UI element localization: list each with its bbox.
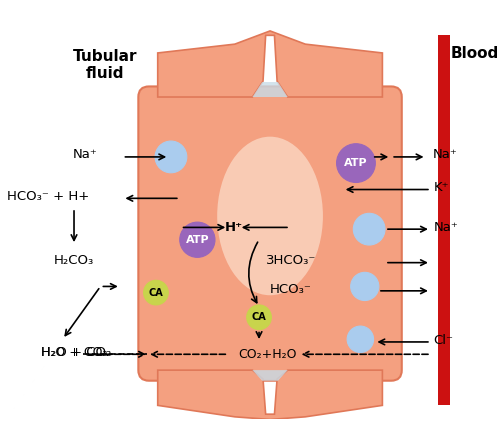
Bar: [438, 35, 450, 405]
Text: Na⁺: Na⁺: [434, 221, 458, 234]
Circle shape: [350, 273, 379, 301]
Text: Tubular
fluid: Tubular fluid: [72, 49, 137, 81]
FancyBboxPatch shape: [138, 87, 402, 381]
Text: CA: CA: [148, 288, 164, 297]
Text: ATP: ATP: [344, 158, 368, 168]
Polygon shape: [252, 82, 288, 97]
Text: ATP: ATP: [186, 235, 209, 245]
Text: H₂O + CO₂: H₂O + CO₂: [42, 346, 112, 359]
Text: Na⁺: Na⁺: [432, 148, 458, 161]
Text: K⁺: K⁺: [434, 181, 449, 194]
Text: 3HCO₃⁻: 3HCO₃⁻: [266, 253, 316, 267]
Circle shape: [246, 305, 272, 330]
Text: Cl⁻: Cl⁻: [434, 334, 454, 347]
Text: H⁺: H⁺: [224, 221, 242, 234]
Text: H₂O + CO₂: H₂O + CO₂: [42, 346, 108, 359]
Text: Blood: Blood: [451, 46, 500, 61]
Text: Na⁺: Na⁺: [73, 148, 98, 161]
Circle shape: [354, 213, 385, 245]
Polygon shape: [158, 370, 382, 420]
Circle shape: [180, 222, 215, 257]
Circle shape: [144, 280, 169, 305]
Text: HCO₃⁻ + H+: HCO₃⁻ + H+: [6, 190, 89, 203]
Text: CO₂+H₂O: CO₂+H₂O: [238, 348, 297, 361]
Polygon shape: [158, 31, 382, 97]
Circle shape: [336, 144, 376, 182]
Text: HCO₃⁻: HCO₃⁻: [270, 283, 312, 296]
Text: CA: CA: [252, 312, 266, 322]
Circle shape: [155, 141, 187, 173]
Text: H₂CO₃: H₂CO₃: [54, 254, 94, 267]
Ellipse shape: [217, 136, 323, 295]
Circle shape: [347, 326, 374, 352]
Polygon shape: [252, 370, 288, 381]
